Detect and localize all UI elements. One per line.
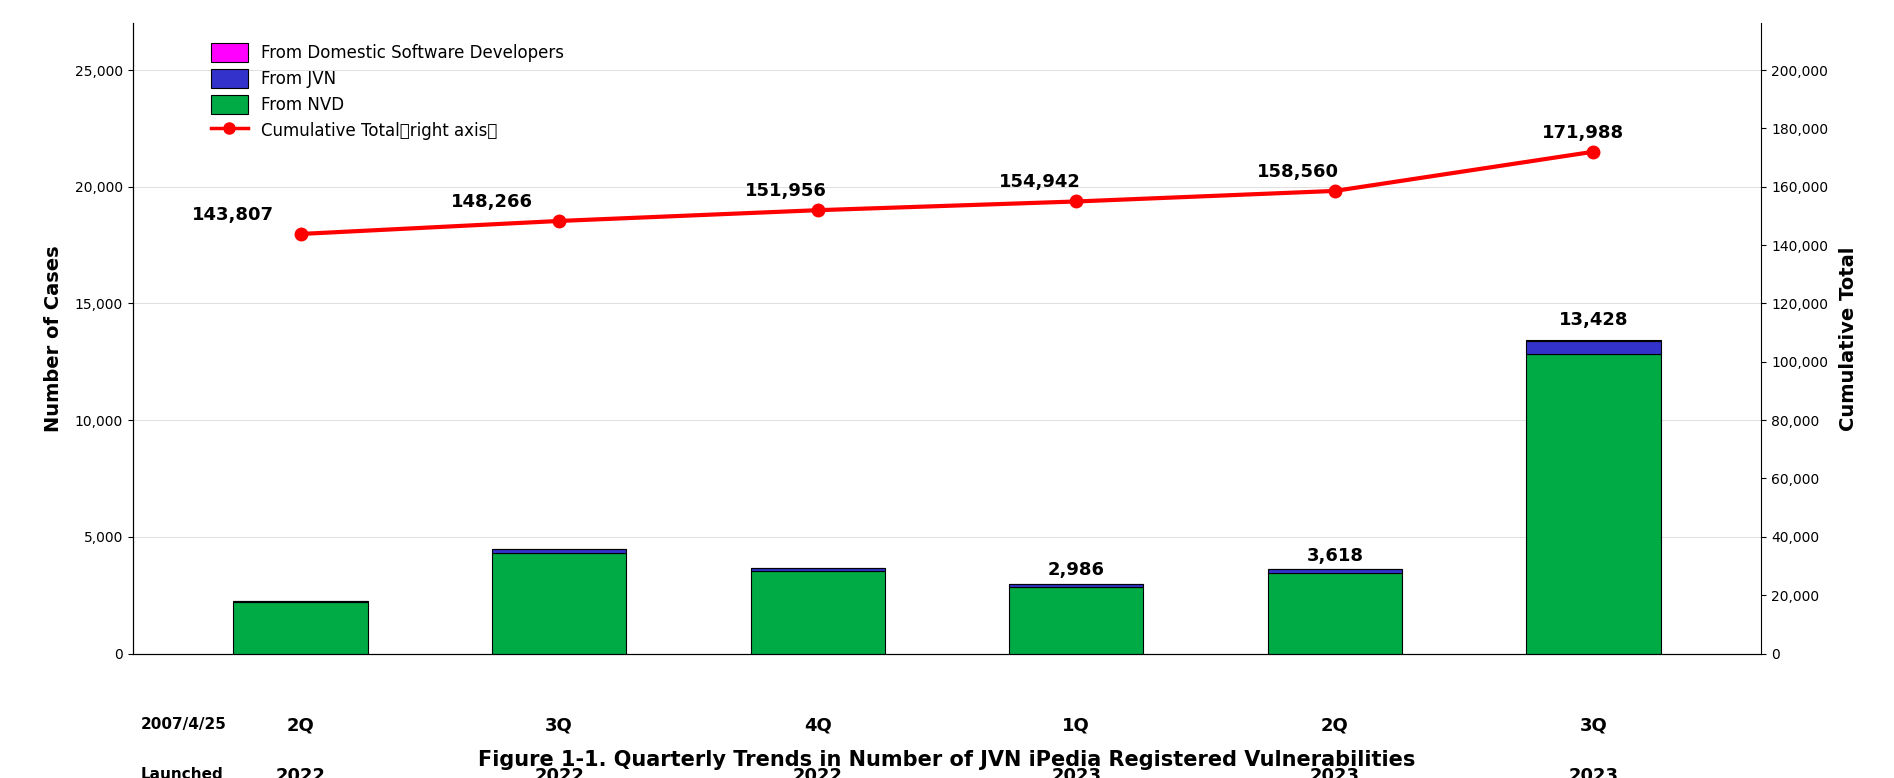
Text: 2Q: 2Q xyxy=(1320,717,1349,734)
Text: 143,807: 143,807 xyxy=(191,205,275,224)
Text: 2Q: 2Q xyxy=(286,717,314,734)
Bar xyxy=(1267,569,1402,573)
Bar xyxy=(492,549,627,553)
Bar xyxy=(1010,584,1144,587)
Bar xyxy=(492,553,627,654)
Text: 2022: 2022 xyxy=(277,767,326,778)
Text: 2022: 2022 xyxy=(794,767,843,778)
Text: 2022: 2022 xyxy=(534,767,583,778)
Bar xyxy=(1527,341,1661,354)
Text: 3Q: 3Q xyxy=(1580,717,1608,734)
Text: 2023: 2023 xyxy=(1311,767,1360,778)
Text: 2023: 2023 xyxy=(1568,767,1617,778)
Legend: From Domestic Software Developers, From JVN, From NVD, Cumulative Total（right ax: From Domestic Software Developers, From … xyxy=(206,38,568,145)
Text: 154,942: 154,942 xyxy=(998,173,1081,191)
Text: 2,986: 2,986 xyxy=(1047,561,1104,579)
Text: 4Q: 4Q xyxy=(803,717,831,734)
Text: Figure 1-1. Quarterly Trends in Number of JVN iPedia Registered Vulnerabilities: Figure 1-1. Quarterly Trends in Number o… xyxy=(479,750,1415,770)
Text: 3,618: 3,618 xyxy=(1307,546,1364,565)
Text: 3Q: 3Q xyxy=(545,717,574,734)
Bar xyxy=(1010,587,1144,654)
Bar xyxy=(750,568,884,571)
Text: 158,560: 158,560 xyxy=(1258,163,1339,180)
Text: 1Q: 1Q xyxy=(1063,717,1091,734)
Text: Launched: Launched xyxy=(140,767,223,778)
Text: 2007/4/25: 2007/4/25 xyxy=(140,717,225,731)
Text: 2023: 2023 xyxy=(1051,767,1100,778)
Text: 151,956: 151,956 xyxy=(746,182,828,200)
Bar xyxy=(233,602,367,654)
Y-axis label: Cumulative Total: Cumulative Total xyxy=(1839,247,1858,430)
Bar xyxy=(1267,573,1402,654)
Bar xyxy=(1527,354,1661,654)
Y-axis label: Number of Cases: Number of Cases xyxy=(44,245,64,432)
Text: 171,988: 171,988 xyxy=(1542,124,1623,142)
Bar xyxy=(750,571,884,654)
Bar xyxy=(233,601,367,602)
Text: 148,266: 148,266 xyxy=(451,193,532,211)
Text: 13,428: 13,428 xyxy=(1559,310,1629,329)
